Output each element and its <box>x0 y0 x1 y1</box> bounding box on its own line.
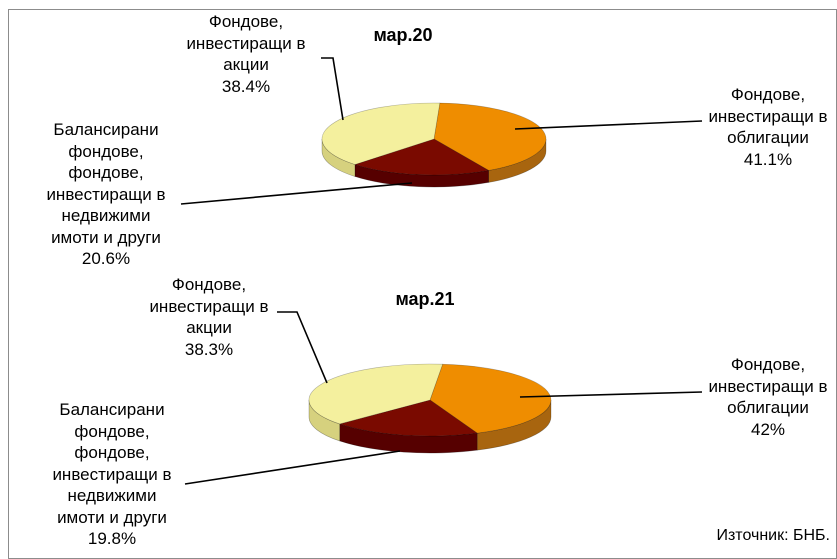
leader-line-balanced <box>180 182 413 205</box>
leader-line-bonds <box>514 120 703 130</box>
category-label: Фондове, инвестиращи в акции <box>149 275 269 337</box>
leader-line-stocks <box>321 57 344 121</box>
leader-line-balanced <box>184 450 401 485</box>
category-label: Балансирани фондове, фондове, инвестиращ… <box>46 120 166 247</box>
value-label: 41.1% <box>743 149 793 169</box>
slice-label-bonds: Фондове, инвестиращи в облигации 41.1% <box>700 84 836 170</box>
category-label: Фондове, инвестиращи в облигации <box>708 355 828 417</box>
slice-label-balanced: Балансирани фондове, фондове, инвестиращ… <box>38 119 174 270</box>
pie-slice-bonds <box>429 363 552 434</box>
pie-chart-3d <box>184 311 703 485</box>
value-label: 38.4% <box>221 76 271 96</box>
value-label: 20.6% <box>81 249 131 268</box>
leader-line-bonds <box>519 391 703 398</box>
category-label: Балансирани фондове, фондове, инвестиращ… <box>52 400 172 527</box>
pie-slice-bonds <box>433 102 547 171</box>
slice-label-bonds: Фондове, инвестиращи в облигации 42% <box>700 354 836 440</box>
chart-title: мар.20 <box>373 25 433 45</box>
chart-title: мар.21 <box>395 289 455 309</box>
value-label: 19.8% <box>87 529 137 548</box>
category-label: Фондове, инвестиращи в акции <box>186 12 306 74</box>
slice-label-stocks: Фондове, инвестиращи в акции 38.3% <box>141 274 277 360</box>
source-note: Източник: БНБ. <box>716 527 830 544</box>
slice-label-stocks: Фондове, инвестиращи в акции 38.4% <box>178 11 314 97</box>
pie-slice-stocks <box>321 102 441 165</box>
pie-chart-3d <box>180 57 703 205</box>
value-label: 42% <box>750 419 786 439</box>
value-label: 38.3% <box>184 339 234 359</box>
pie-slice-stocks <box>308 363 444 425</box>
pie-slice-balanced <box>338 399 478 437</box>
leader-line-stocks <box>277 311 328 384</box>
slice-label-balanced: Балансирани фондове, фондове, инвестиращ… <box>44 399 180 550</box>
pie-slice-balanced <box>353 138 490 176</box>
category-label: Фондове, инвестиращи в облигации <box>708 85 828 147</box>
